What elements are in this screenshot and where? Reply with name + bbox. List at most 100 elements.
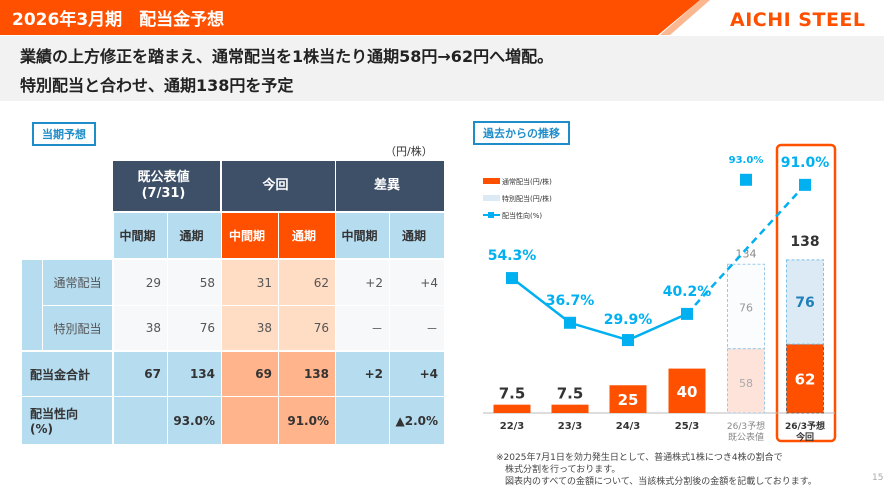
group-header: 差異 <box>336 161 444 211</box>
subheader: 中間期 <box>336 213 389 258</box>
x-tick-label: 26/3予想 <box>785 420 825 432</box>
row-label: 配当金合計 <box>22 352 112 396</box>
bar-special <box>786 259 824 345</box>
payout-line <box>511 277 688 342</box>
payout-marker <box>799 178 811 191</box>
bar-regular <box>551 404 589 413</box>
bar-regular <box>493 404 531 413</box>
x-tick-label: 24/3 <box>616 421 641 432</box>
table-cell: 38 <box>222 306 278 350</box>
table-cell: 69 <box>222 352 278 396</box>
company-logo: AICHI STEEL <box>730 9 866 31</box>
x-tick-label: 今回 <box>795 431 814 443</box>
legend-marker <box>488 212 494 218</box>
table-cell: 29 <box>114 260 167 305</box>
table-cell: － <box>390 306 444 350</box>
row-group-bar <box>22 260 42 350</box>
footnote-line: ※2025年7月1日を効力発生日として、普通株式1株につき4株の割合で <box>496 453 783 463</box>
subheader: 通期 <box>168 213 221 258</box>
bar-regular <box>786 343 824 414</box>
payout-marker <box>740 173 752 186</box>
bar-label: 7.5 <box>557 385 584 403</box>
table-cell: 38 <box>114 306 167 350</box>
table-cell: +2 <box>336 260 389 305</box>
table-cell: 76 <box>168 306 221 350</box>
bar-regular <box>727 348 765 414</box>
payout-marker <box>681 307 693 320</box>
special-label: 76 <box>739 301 753 314</box>
row-label: 配当性向 (%) <box>22 397 112 444</box>
bar-label: 58 <box>739 377 753 390</box>
payout-label: 36.7% <box>546 293 595 309</box>
x-tick-label: 26/3予想 <box>727 420 765 432</box>
page-title: 2026年3月期 配当金予想 <box>12 10 225 30</box>
total-label: 134 <box>736 247 757 260</box>
table-cell: 31 <box>222 260 278 305</box>
legend-label: 通常配当(円/株) <box>502 177 552 186</box>
lead-line-1: 業績の上方修正を踏まえ、通常配当を1株当たり通期58円→62円へ増配。 <box>20 47 554 66</box>
group-header: 今回 <box>222 161 335 211</box>
table-cell: 138 <box>279 352 335 396</box>
bar-regular <box>668 368 706 413</box>
payout-label: 40.2% <box>663 284 712 300</box>
table-cell: +4 <box>390 352 444 396</box>
subheader: 通期 <box>279 213 335 258</box>
x-tick-label: 22/3 <box>500 421 525 432</box>
table-cell: － <box>336 306 389 350</box>
payout-label: 54.3% <box>488 248 537 264</box>
group-header: 既公表値 (7/31) <box>113 161 220 211</box>
bar-label: 62 <box>795 371 816 389</box>
table-cell: +4 <box>390 260 444 305</box>
lead-panel <box>0 36 884 101</box>
x-tick-label: 23/3 <box>558 421 583 432</box>
payout-marker <box>506 272 518 285</box>
bar-special <box>727 263 765 350</box>
total-label: 138 <box>790 234 819 250</box>
table-cell <box>222 397 278 444</box>
footnote-line: 図表内のすべての金額について、当該株式分割後の金額を記載しております。 <box>496 477 817 488</box>
table-cell: 76 <box>279 306 335 350</box>
legend-swatch-special <box>483 195 500 201</box>
payout-label: 91.0% <box>781 155 830 171</box>
special-label: 76 <box>795 295 814 311</box>
x-tick-label: 25/3 <box>675 421 700 432</box>
subheader: 中間期 <box>222 213 278 258</box>
row-label: 特別配当 <box>43 306 112 350</box>
payout-label: 29.9% <box>604 312 653 328</box>
row-label: 通常配当 <box>43 260 112 305</box>
bar-label: 7.5 <box>499 385 526 403</box>
footnote: ※2025年7月1日を効力発生日として、普通株式1株につき4株の割合で 株式分割… <box>496 452 817 488</box>
title-bar <box>0 0 700 35</box>
bar-regular <box>609 385 647 413</box>
payout-marker <box>564 316 576 329</box>
legend-label: 特別配当(円/株) <box>502 194 552 203</box>
table-cell <box>114 397 167 444</box>
table-cell: 62 <box>279 260 335 305</box>
legend-swatch-regular <box>483 178 500 184</box>
history-tag: 過去からの推移 <box>473 121 570 145</box>
table-cell: 134 <box>168 352 221 396</box>
bar-label: 25 <box>618 391 639 409</box>
highlight-frame <box>775 143 837 443</box>
legend-label: 配当性向(%) <box>502 211 542 220</box>
page-number: 15 <box>872 473 884 483</box>
x-tick-label: 既公表値 <box>728 431 764 443</box>
current-forecast-tag: 当期予想 <box>32 122 96 146</box>
table-cell: 91.0% <box>279 397 335 444</box>
bar-label: 40 <box>677 383 698 401</box>
payout-marker <box>622 334 634 347</box>
table-cell: ▲2.0% <box>390 397 444 444</box>
table-cell: 67 <box>114 352 167 396</box>
table-cell <box>336 397 389 444</box>
table-cell: 93.0% <box>168 397 221 444</box>
table-cell: +2 <box>336 352 389 396</box>
subheader: 通期 <box>390 213 444 258</box>
unit-label: （円/株） <box>385 145 433 158</box>
table-cell: 58 <box>168 260 221 305</box>
payout-line-forecast <box>686 184 806 315</box>
subheader: 中間期 <box>114 213 167 258</box>
payout-label: 93.0% <box>729 155 764 166</box>
lead-line-2: 特別配当と合わせ、通期138円を予定 <box>20 76 294 95</box>
footnote-line: 株式分割を行っております。 <box>496 465 621 476</box>
